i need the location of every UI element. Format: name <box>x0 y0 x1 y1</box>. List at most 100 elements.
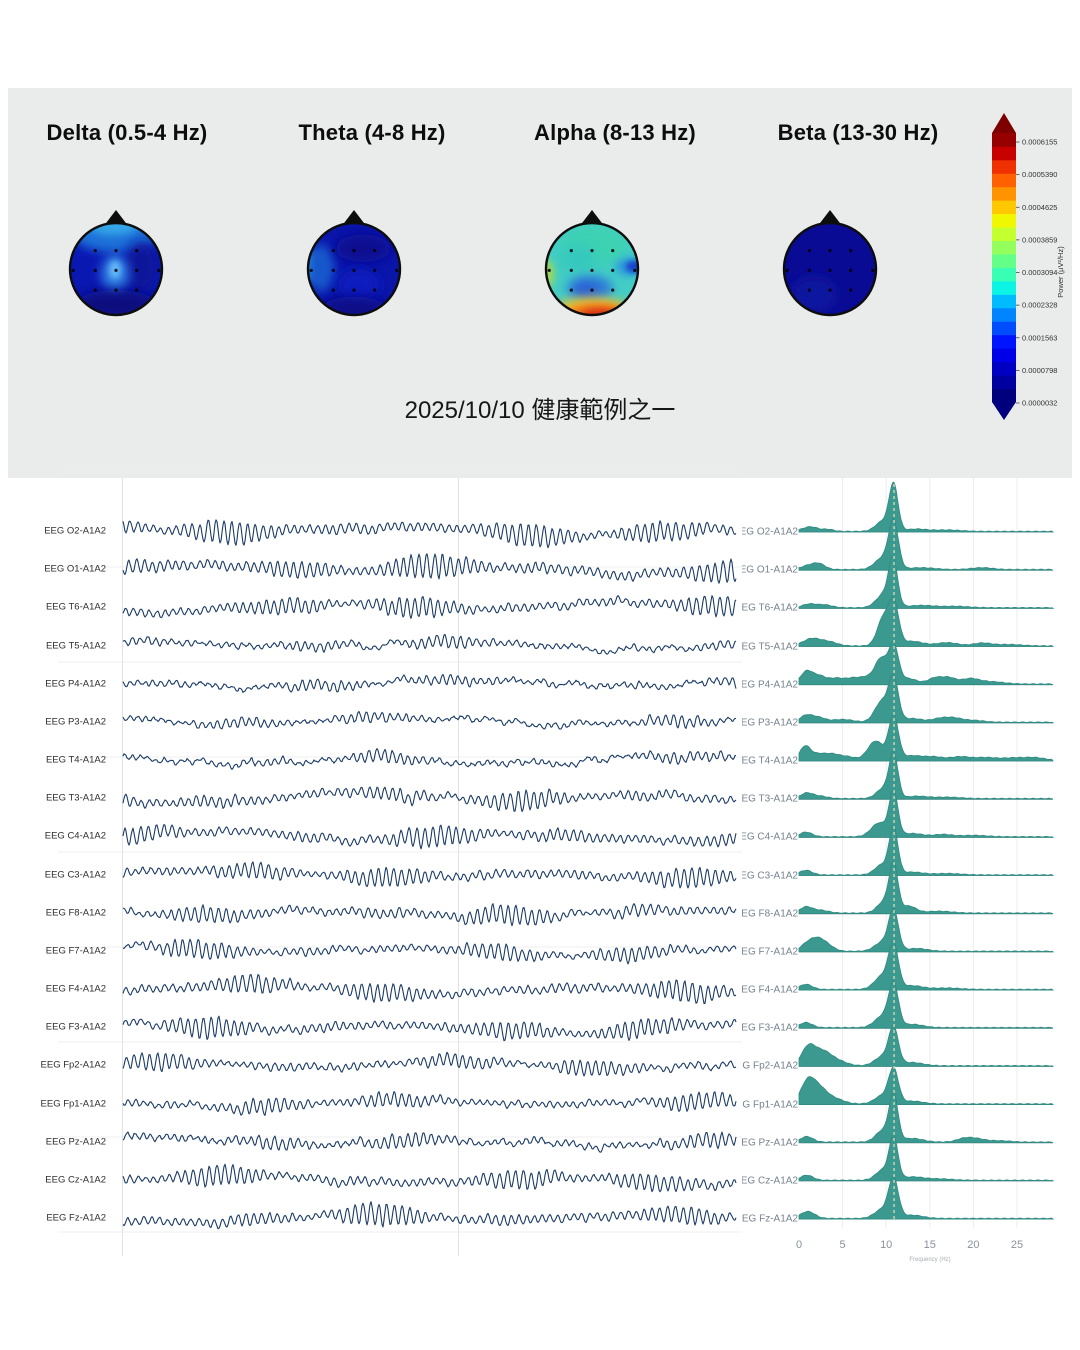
eeg-channel-label: EEG P3-A1A2 <box>45 716 106 728</box>
eeg-channel-label: EEG P4-A1A2 <box>45 678 106 690</box>
colorbar-axis-label: Power (μV²/Hz) <box>1056 246 1065 298</box>
electrode-dot <box>785 268 789 272</box>
psd-plot <box>798 481 1055 1220</box>
psd-ridge-EEG-F7-A1A2 <box>798 908 1055 953</box>
electrode-dot <box>547 268 551 272</box>
electrode-dot <box>871 268 875 272</box>
psd-ridge-EEG-P3-A1A2 <box>798 673 1055 724</box>
electrode-dot <box>828 249 832 253</box>
psd-ridge-EEG-T4-A1A2 <box>798 713 1054 762</box>
eeg-channel-label: EEG Fz-A1A2 <box>46 1212 106 1224</box>
psd-ridge-EEG-C3-A1A2 <box>798 825 1055 876</box>
head-outline <box>782 221 878 317</box>
eeg-trace-EEG-F8-A1A2 <box>122 903 737 927</box>
colorbar-segment <box>992 200 1016 215</box>
electrode-dot <box>828 268 832 272</box>
electrode-dot <box>309 268 313 272</box>
eeg-trace-EEG-T5-A1A2 <box>122 633 737 655</box>
colorbar-segment <box>992 267 1016 282</box>
topomap-field <box>308 223 400 315</box>
electrode-dot <box>331 288 335 292</box>
eeg-trace-EEG-Fp1-A1A2 <box>122 1091 737 1116</box>
electrode-dot <box>849 268 853 272</box>
topomap-panel <box>8 88 1072 478</box>
psd-ridge-EEG-C4-A1A2 <box>798 789 1055 838</box>
electrode-dot <box>807 268 811 272</box>
psd-ridge-EEG-Pz-A1A2 <box>798 1091 1054 1144</box>
psd-ridge-EEG-O2-A1A2 <box>798 481 1055 533</box>
eeg-channel-label: EEG C3-A1A2 <box>44 869 106 881</box>
eeg-trace-EEG-Fz-A1A2 <box>122 1201 737 1230</box>
eeg-trace-EEG-P3-A1A2 <box>122 710 737 730</box>
head-outline <box>544 221 640 317</box>
topomap-field <box>70 223 162 315</box>
topomap-beta <box>782 210 878 317</box>
electrode-dot <box>352 249 356 253</box>
electrode-dot <box>135 268 139 272</box>
colorbar-tick-label: 0.0003094 <box>1022 268 1057 277</box>
topomap-blob <box>125 241 158 292</box>
eeg-trace-EEG-F4-A1A2 <box>122 973 737 1005</box>
eeg-channel-label: EEG O2-A1A2 <box>44 525 106 537</box>
colorbar-tick-label: 0.0001563 <box>1022 333 1057 342</box>
electrode-dot <box>373 268 377 272</box>
eeg-trace-EEG-O2-A1A2 <box>122 519 737 549</box>
electrode-dot <box>807 288 811 292</box>
colorbar-segment <box>992 159 1016 174</box>
topomap-blob <box>579 309 621 315</box>
topomap-blob <box>574 282 598 297</box>
psd-ridge-EEG-F4-A1A2 <box>798 940 1055 991</box>
eeg-channel-label: EEG T3-A1A2 <box>45 792 106 804</box>
colorbar-tick-label: 0.0006155 <box>1022 138 1057 147</box>
electrode-dot <box>807 249 811 253</box>
band-title-beta: Beta (13-30 Hz) <box>777 120 939 145</box>
electrode-dot <box>71 268 75 272</box>
electrode-dot <box>849 288 853 292</box>
colorbar-tick-label: 0.0004625 <box>1022 203 1057 212</box>
psd-ridge-EEG-T6-A1A2 <box>798 555 1055 609</box>
eeg-channel-label: EEG F3-A1A2 <box>45 1021 106 1033</box>
psd-channel-label: EEG T5-A1A2 <box>742 641 798 652</box>
band-title-delta: Delta (0.5-4 Hz) <box>46 120 208 145</box>
electrode-dot <box>331 249 335 253</box>
eeg-channel-label: EEG T4-A1A2 <box>45 754 106 766</box>
head-outline <box>68 221 164 317</box>
psd-ridge-EEG-P4-A1A2 <box>798 641 1054 686</box>
psd-x-axis-label: Frequency (Hz) <box>909 1257 951 1263</box>
eeg-channel-label: EEG Fp2-A1A2 <box>40 1059 106 1071</box>
eeg-trace-EEG-T4-A1A2 <box>122 748 736 770</box>
topomap-blob <box>559 243 597 272</box>
psd-channel-label: EEG C4-A1A2 <box>742 831 798 843</box>
colorbar-segment <box>992 133 1016 147</box>
colorbar-segment <box>992 213 1016 228</box>
psd-ridge-EEG-T5-A1A2 <box>798 596 1055 647</box>
psd-channel-label: EEG O1-A1A2 <box>742 564 798 576</box>
psd-channel-label: EEG Fz-A1A2 <box>742 1213 798 1225</box>
electrode-dot <box>135 288 139 292</box>
psd-ridge-EEG-O1-A1A2 <box>798 517 1054 571</box>
colorbar-segment <box>992 375 1016 389</box>
electrode-dot <box>373 249 377 253</box>
electrode-dot <box>114 288 118 292</box>
colorbar-segment <box>992 361 1016 376</box>
head-outline <box>306 221 402 317</box>
psd-channel-label: EEG Fp1-A1A2 <box>742 1099 798 1111</box>
colorbar-segment <box>992 294 1016 309</box>
psd-channel-label: EEG P3-A1A2 <box>742 717 798 729</box>
psd-channel-label: EEG F4-A1A2 <box>742 984 798 996</box>
electrode-dot <box>135 249 139 253</box>
eeg-trace-EEG-C3-A1A2 <box>122 861 737 889</box>
electrode-dot <box>93 249 97 253</box>
eeg-trace-EEG-Fp2-A1A2 <box>122 1051 737 1077</box>
psd-x-tick: 15 <box>923 1239 936 1251</box>
topomap-blob <box>335 234 391 263</box>
topomap-blob <box>790 275 837 313</box>
colorbar-tick-label: 0.0000032 <box>1022 399 1057 408</box>
eeg-trace-EEG-F3-A1A2 <box>122 1015 737 1042</box>
psd-x-tick: 20 <box>967 1239 980 1251</box>
topomap-theta <box>306 210 402 317</box>
electrode-dot <box>590 288 594 292</box>
eeg-trace-EEG-P4-A1A2 <box>122 673 737 693</box>
electrode-dot <box>611 268 615 272</box>
